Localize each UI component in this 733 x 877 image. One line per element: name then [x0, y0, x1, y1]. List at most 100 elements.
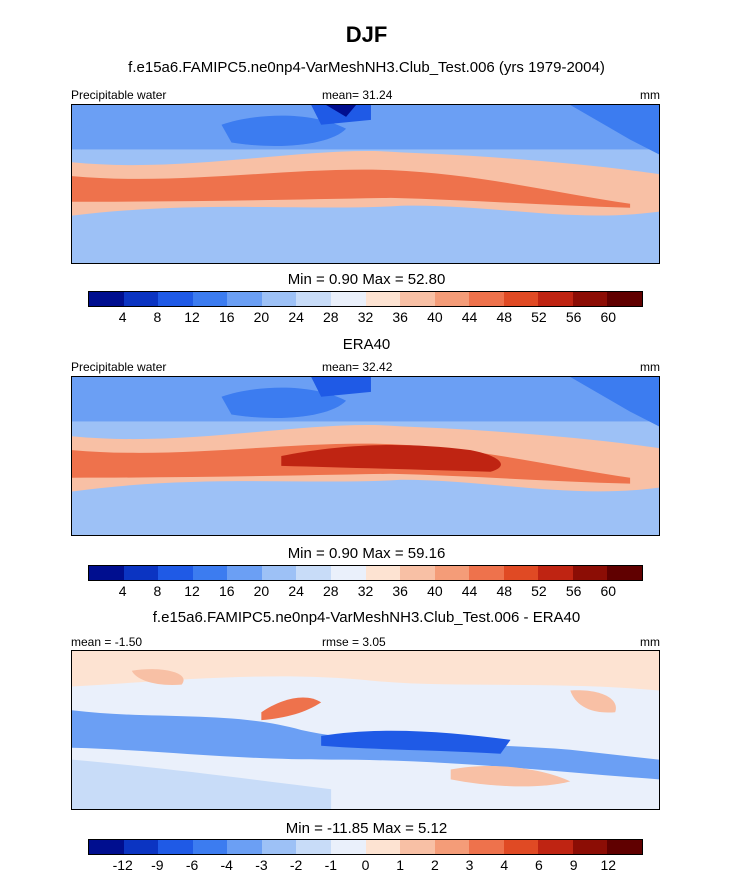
- panel1-minmax: Min = 0.90 Max = 52.80: [287, 271, 446, 288]
- colorbar-tick-label: 2: [430, 857, 439, 873]
- colorbar-tick-label: 3: [465, 857, 474, 873]
- colorbar-tick-label: 44: [461, 309, 478, 325]
- colorbar-swatch-1: [123, 292, 159, 306]
- colorbar-swatch-13: [538, 292, 573, 306]
- colorbar-swatch-0: [89, 566, 124, 580]
- colorbar-swatch-4: [227, 840, 262, 854]
- colorbar-tick-label: 32: [357, 309, 374, 325]
- colorbar-tick-label: 48: [496, 309, 513, 325]
- colorbar-swatch-15: [607, 566, 642, 580]
- colorbar-swatch-15: [607, 292, 642, 306]
- colorbar-swatch-14: [572, 292, 608, 306]
- colorbar-swatch-4: [227, 566, 262, 580]
- colorbar-tick-label: -9: [151, 857, 164, 873]
- colorbar-swatch-0: [89, 292, 124, 306]
- colorbar-swatch-12: [503, 840, 539, 854]
- colorbar-tick-label: 36: [392, 309, 408, 325]
- colorbar-tick-label: 12: [184, 309, 200, 325]
- colorbar-tick-label: 60: [600, 309, 617, 325]
- colorbar-swatch-14: [572, 840, 608, 854]
- colorbar-tick-label: 16: [218, 309, 235, 325]
- colorbar-swatch-14: [572, 566, 608, 580]
- panel2-mean-label: mean= 32.42: [322, 360, 393, 374]
- colorbar-tick-label: 20: [253, 309, 270, 325]
- colorbar-tick-label: 8: [153, 583, 162, 599]
- panel1-colorbar: [88, 291, 643, 307]
- colorbar-tick-label: 1: [396, 857, 405, 873]
- panel2-title: ERA40: [342, 336, 391, 353]
- colorbar-swatch-13: [538, 840, 573, 854]
- colorbar-swatch-1: [123, 566, 159, 580]
- panel3-colorbar: [88, 839, 643, 855]
- colorbar-tick-label: 56: [565, 583, 582, 599]
- colorbar-tick-label: -3: [255, 857, 268, 873]
- colorbar-swatch-7: [330, 840, 366, 854]
- panel3-rmse-label: rmse = 3.05: [322, 635, 386, 649]
- colorbar-swatch-12: [503, 566, 539, 580]
- colorbar-tick-label: 12: [184, 583, 200, 599]
- colorbar-swatch-4: [227, 292, 262, 306]
- colorbar-swatch-8: [365, 292, 401, 306]
- colorbar-swatch-10: [434, 566, 470, 580]
- colorbar-tick-label: 28: [323, 309, 339, 325]
- colorbar-tick-label: 40: [427, 583, 443, 599]
- panel3-minmax: Min = -11.85 Max = 5.12: [285, 820, 448, 837]
- colorbar-swatch-9: [400, 840, 435, 854]
- colorbar-swatch-10: [434, 840, 470, 854]
- colorbar-swatch-5: [261, 840, 297, 854]
- colorbar-tick-label: 56: [565, 309, 582, 325]
- colorbar-swatch-8: [365, 840, 401, 854]
- panel1-variable-label: Precipitable water: [71, 88, 167, 102]
- colorbar-tick-label: 20: [253, 583, 270, 599]
- colorbar-tick-label: 9: [569, 857, 578, 873]
- colorbar-tick-label: 8: [153, 309, 162, 325]
- colorbar-tick-label: 0: [361, 857, 370, 873]
- colorbar-swatch-15: [607, 840, 642, 854]
- panel3-map: [71, 650, 660, 810]
- colorbar-swatch-2: [158, 566, 193, 580]
- colorbar-tick-label: 4: [118, 583, 127, 599]
- colorbar-tick-label: 24: [288, 309, 304, 325]
- colorbar-swatch-11: [469, 292, 504, 306]
- colorbar-tick-label: 4: [118, 309, 127, 325]
- colorbar-swatch-9: [400, 292, 435, 306]
- colorbar-swatch-11: [469, 566, 504, 580]
- colorbar-tick-label: 6: [535, 857, 543, 873]
- colorbar-tick-label: 16: [218, 583, 235, 599]
- colorbar-tick-label: 48: [496, 583, 513, 599]
- colorbar-swatch-1: [123, 840, 159, 854]
- colorbar-swatch-13: [538, 566, 573, 580]
- panel1-map: [71, 104, 660, 264]
- panel1-mean-label: mean= 31.24: [322, 88, 393, 102]
- panel2-units-label: mm: [640, 360, 660, 374]
- panel2-map: [71, 376, 660, 536]
- colorbar-tick-label: 44: [461, 583, 478, 599]
- panel3-mean-label: mean = -1.50: [71, 635, 143, 649]
- colorbar-swatch-0: [89, 840, 124, 854]
- colorbar-swatch-10: [434, 292, 470, 306]
- panel3-units-label: mm: [640, 635, 660, 649]
- panel3-colorbar-labels: -12 -9 -6 -4 -3 -2 -1 0 1 2 3 4 6 9 12: [88, 857, 643, 875]
- panel1-title: f.e15a6.FAMIPC5.ne0np4-VarMeshNH3.Club_T…: [128, 59, 605, 76]
- colorbar-tick-label: 4: [500, 857, 509, 873]
- panel2-colorbar: [88, 565, 643, 581]
- colorbar-tick-label: -4: [220, 857, 233, 873]
- colorbar-tick-label: -12: [112, 857, 133, 873]
- colorbar-swatch-7: [330, 292, 366, 306]
- colorbar-tick-label: 24: [288, 583, 304, 599]
- colorbar-swatch-3: [192, 292, 228, 306]
- colorbar-swatch-7: [330, 566, 366, 580]
- colorbar-tick-label: 52: [531, 309, 547, 325]
- panel3-title: f.e15a6.FAMIPC5.ne0np4-VarMeshNH3.Club_T…: [152, 609, 581, 626]
- colorbar-swatch-3: [192, 566, 228, 580]
- colorbar-swatch-8: [365, 566, 401, 580]
- colorbar-tick-label: 32: [357, 583, 374, 599]
- colorbar-tick-label: -6: [185, 857, 199, 873]
- colorbar-swatch-6: [296, 566, 331, 580]
- colorbar-swatch-2: [158, 840, 193, 854]
- colorbar-swatch-12: [503, 292, 539, 306]
- colorbar-swatch-2: [158, 292, 193, 306]
- colorbar-tick-label: 12: [600, 857, 617, 873]
- colorbar-tick-label: 52: [531, 583, 547, 599]
- panel1-units-label: mm: [640, 88, 660, 102]
